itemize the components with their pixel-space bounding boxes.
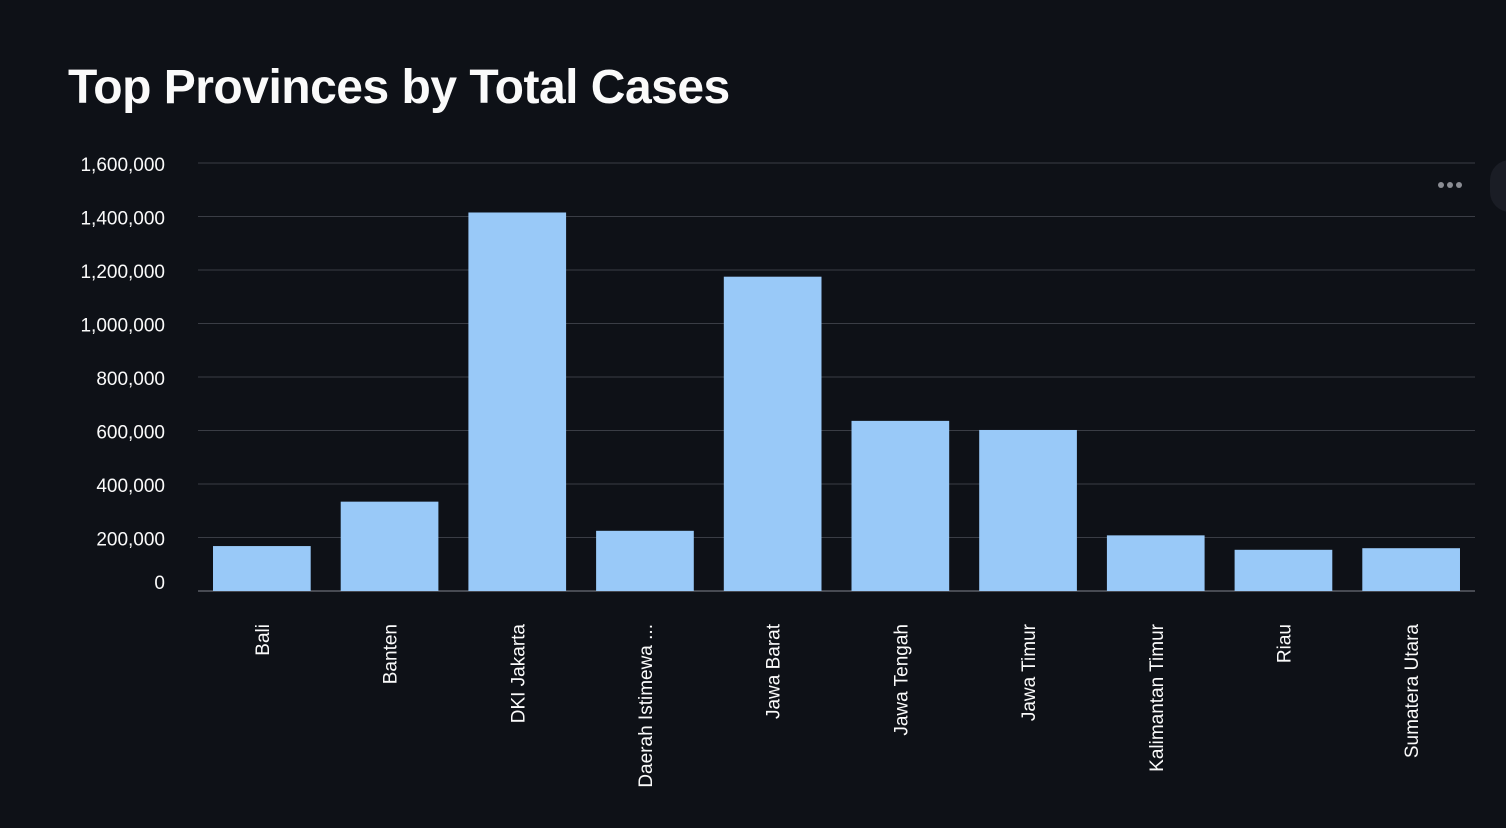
x-tick-label: Jawa Tengah	[891, 624, 912, 736]
more-horizontal-icon-dot	[1456, 182, 1462, 188]
bar[interactable]	[1234, 549, 1333, 591]
bar[interactable]	[213, 546, 311, 591]
x-tick-label: Riau	[1274, 624, 1295, 663]
y-tick-label: 400,000	[96, 476, 165, 497]
y-tick-label: 1,400,000	[80, 209, 165, 230]
more-horizontal-icon-dot	[1447, 182, 1453, 188]
x-tick-label: Jawa Timur	[1019, 623, 1040, 721]
x-tick-label: Kalimantan Timur	[1147, 623, 1168, 772]
bar[interactable]	[340, 501, 439, 591]
y-tick-label: 0	[154, 573, 165, 594]
bar[interactable]	[596, 530, 694, 591]
bar[interactable]	[851, 420, 950, 591]
y-tick-label: 1,000,000	[80, 316, 165, 337]
bar[interactable]	[723, 276, 822, 591]
y-tick-label: 1,600,000	[80, 155, 165, 176]
more-horizontal-icon	[1438, 182, 1444, 188]
y-tick-label: 600,000	[96, 423, 165, 444]
y-axis-ticks: 0 200,000 400,000 600,000 800,000 1,000,000 1,…	[80, 155, 165, 594]
bars	[213, 212, 1460, 592]
x-tick-label: Daerah Istimewa ...	[636, 624, 657, 788]
chart-menu-button[interactable]	[1432, 174, 1468, 196]
y-tick-label: 1,200,000	[80, 262, 165, 283]
bar[interactable]	[1362, 548, 1460, 591]
bar[interactable]	[1106, 535, 1205, 591]
y-tick-label: 800,000	[96, 369, 165, 390]
x-tick-label: Sumatera Utara	[1402, 624, 1423, 759]
x-tick-label: Banten	[381, 624, 402, 684]
page-title: Top Provinces by Total Cases	[68, 61, 730, 114]
x-tick-label: Bali	[253, 624, 274, 656]
x-tick-label: Jawa Barat	[764, 623, 785, 719]
x-tick-label: DKI Jakarta	[508, 624, 529, 724]
bar[interactable]	[468, 212, 567, 592]
bar[interactable]	[979, 429, 1077, 591]
sidebar-toggle-button[interactable]	[1490, 160, 1506, 212]
x-axis-ticks: Bali Banten DKI Jakarta Daerah Istimewa ...…	[253, 623, 1423, 787]
y-tick-label: 200,000	[96, 530, 165, 551]
